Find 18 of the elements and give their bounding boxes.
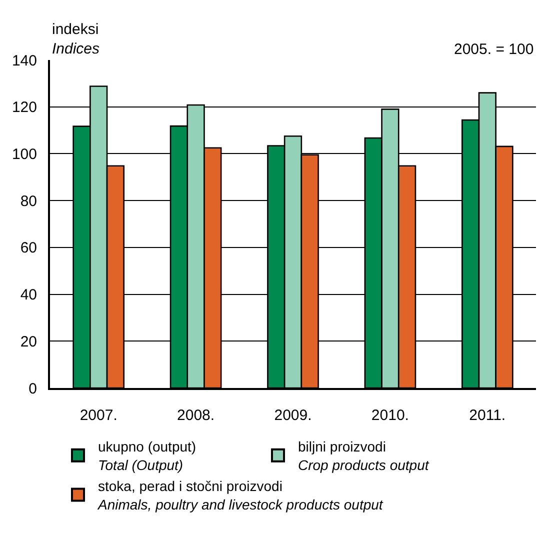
x-tick-label: 2009.: [274, 407, 312, 424]
y-tick-label: 120: [12, 99, 37, 116]
x-tick-label: 2007.: [80, 407, 118, 424]
y-tick-label: 100: [12, 146, 37, 163]
y-tick-label: 20: [20, 333, 37, 350]
y-tick-label: 140: [12, 52, 37, 70]
y-tick-label: 80: [20, 192, 37, 210]
y-tick-label: 40: [20, 286, 37, 304]
text: 2005. = 100: [454, 41, 534, 58]
x-tick-label: 2011.: [469, 407, 506, 424]
legend-label: ukupno (output) Total (Output): [98, 438, 196, 473]
y-tick-label: 60: [20, 240, 37, 257]
x-tick-label: 2008.: [177, 407, 215, 424]
y-axis-title: indeksi Indices: [52, 21, 100, 58]
y-tick-label: 0: [28, 380, 37, 398]
legend-label: stoka, perad i stočni proizvodi Animals, poultry and livestock products output: [97, 478, 384, 512]
x-tick-label: 2010.: [371, 407, 409, 424]
legend-label: biljni proizvodi Crop products output: [298, 438, 430, 473]
